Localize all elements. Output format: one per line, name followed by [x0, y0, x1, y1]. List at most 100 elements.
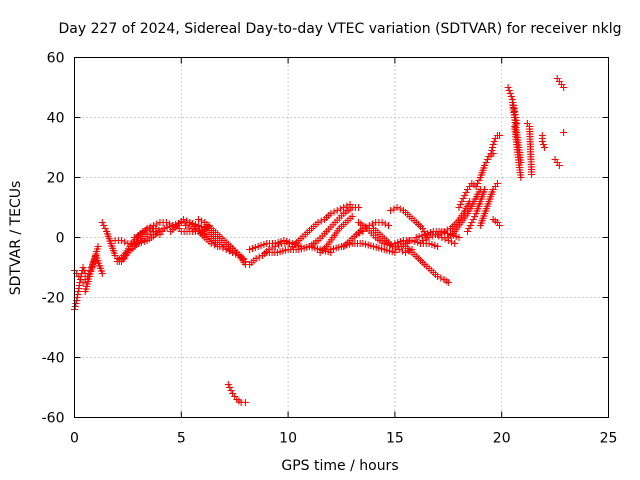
series-arc-22: [327, 240, 399, 256]
series-arc-17: [246, 237, 305, 253]
y-tick-label: 40: [47, 111, 65, 127]
data-point: [378, 219, 386, 226]
data-point: [488, 147, 496, 154]
series-arc-47: [560, 129, 568, 136]
data-point: [71, 303, 79, 310]
data-point: [340, 204, 348, 211]
data-point: [443, 226, 451, 234]
data-point: [252, 255, 260, 262]
data-point: [72, 300, 80, 307]
x-axis-label: GPS time / hours: [281, 458, 398, 474]
data-point: [232, 250, 240, 258]
series-arc-43: [523, 120, 536, 178]
data-point: [207, 240, 215, 247]
x-tick-label: 0: [70, 431, 79, 447]
data-point: [185, 223, 193, 231]
data-point: [227, 387, 235, 394]
data-point: [330, 208, 338, 216]
data-point: [390, 205, 398, 213]
data-point: [343, 202, 351, 210]
x-tick-label: 5: [177, 431, 186, 447]
data-point: [98, 270, 106, 277]
data-point: [317, 217, 325, 225]
data-point: [226, 384, 234, 391]
series-arc-27: [387, 204, 431, 241]
data-point: [94, 243, 102, 250]
data-point: [475, 177, 483, 184]
data-point: [336, 205, 344, 213]
series-arc-35: [464, 186, 489, 235]
y-tick-label: 20: [47, 171, 65, 187]
data-point: [539, 141, 547, 148]
data-point: [434, 273, 442, 280]
data-point: [100, 222, 108, 229]
data-point: [396, 205, 404, 213]
data-point: [398, 247, 406, 255]
data-point: [101, 225, 109, 232]
data-point: [517, 174, 525, 181]
data-points: [71, 75, 568, 406]
data-point: [182, 222, 190, 229]
series-arc-36: [472, 150, 497, 190]
data-point: [493, 180, 501, 187]
data-point: [179, 216, 187, 223]
data-point: [130, 234, 138, 241]
data-point: [560, 129, 568, 136]
series-arc-24: [352, 219, 392, 238]
plot-frame: [74, 57, 609, 418]
series-arc-42: [511, 123, 525, 181]
series-arc-39: [489, 216, 504, 229]
data-point: [444, 279, 452, 286]
x-tick-label: 25: [600, 431, 618, 447]
data-point: [496, 222, 504, 229]
data-point: [333, 207, 341, 214]
series-arc-21: [316, 213, 356, 256]
data-point: [468, 219, 476, 226]
data-point: [314, 219, 322, 226]
data-point: [183, 217, 191, 225]
data-point: [419, 225, 427, 232]
data-point: [528, 171, 536, 178]
data-point: [153, 220, 161, 228]
data-point: [146, 229, 154, 237]
data-point: [162, 219, 170, 226]
data-point: [255, 253, 263, 261]
data-point: [391, 249, 399, 256]
data-point: [188, 225, 196, 232]
data-point: [455, 204, 463, 211]
data-point: [506, 90, 514, 97]
data-point: [469, 216, 477, 223]
x-tick-label: 20: [493, 431, 511, 447]
data-point: [483, 156, 491, 163]
data-point: [419, 237, 427, 244]
data-point: [420, 228, 428, 235]
data-point: [507, 93, 515, 100]
series-arc-13: [203, 225, 249, 265]
series-arc-15: [224, 381, 249, 406]
data-point: [488, 144, 496, 151]
data-point: [434, 243, 442, 250]
data-point: [198, 217, 206, 225]
x-tick-label: 15: [386, 431, 404, 447]
data-point: [194, 216, 202, 223]
chart-title: Day 227 of 2024, Sidereal Day-to-day VTE…: [59, 21, 622, 37]
data-point: [465, 225, 473, 232]
data-point: [455, 234, 463, 241]
data-point: [487, 150, 495, 157]
data-point: [381, 220, 389, 228]
series-arc-33: [444, 186, 484, 241]
data-point: [462, 189, 470, 196]
series-arc-38: [487, 132, 504, 157]
series-arc-01: [71, 264, 89, 313]
data-point: [434, 231, 442, 238]
data-point: [348, 213, 356, 220]
data-point: [504, 84, 512, 91]
data-point: [98, 219, 106, 226]
series-arc-03: [81, 243, 102, 295]
data-point: [387, 207, 395, 214]
data-point: [143, 231, 151, 238]
data-point: [540, 144, 548, 151]
data-point: [150, 222, 158, 229]
data-point: [538, 138, 546, 145]
data-point: [472, 183, 480, 190]
